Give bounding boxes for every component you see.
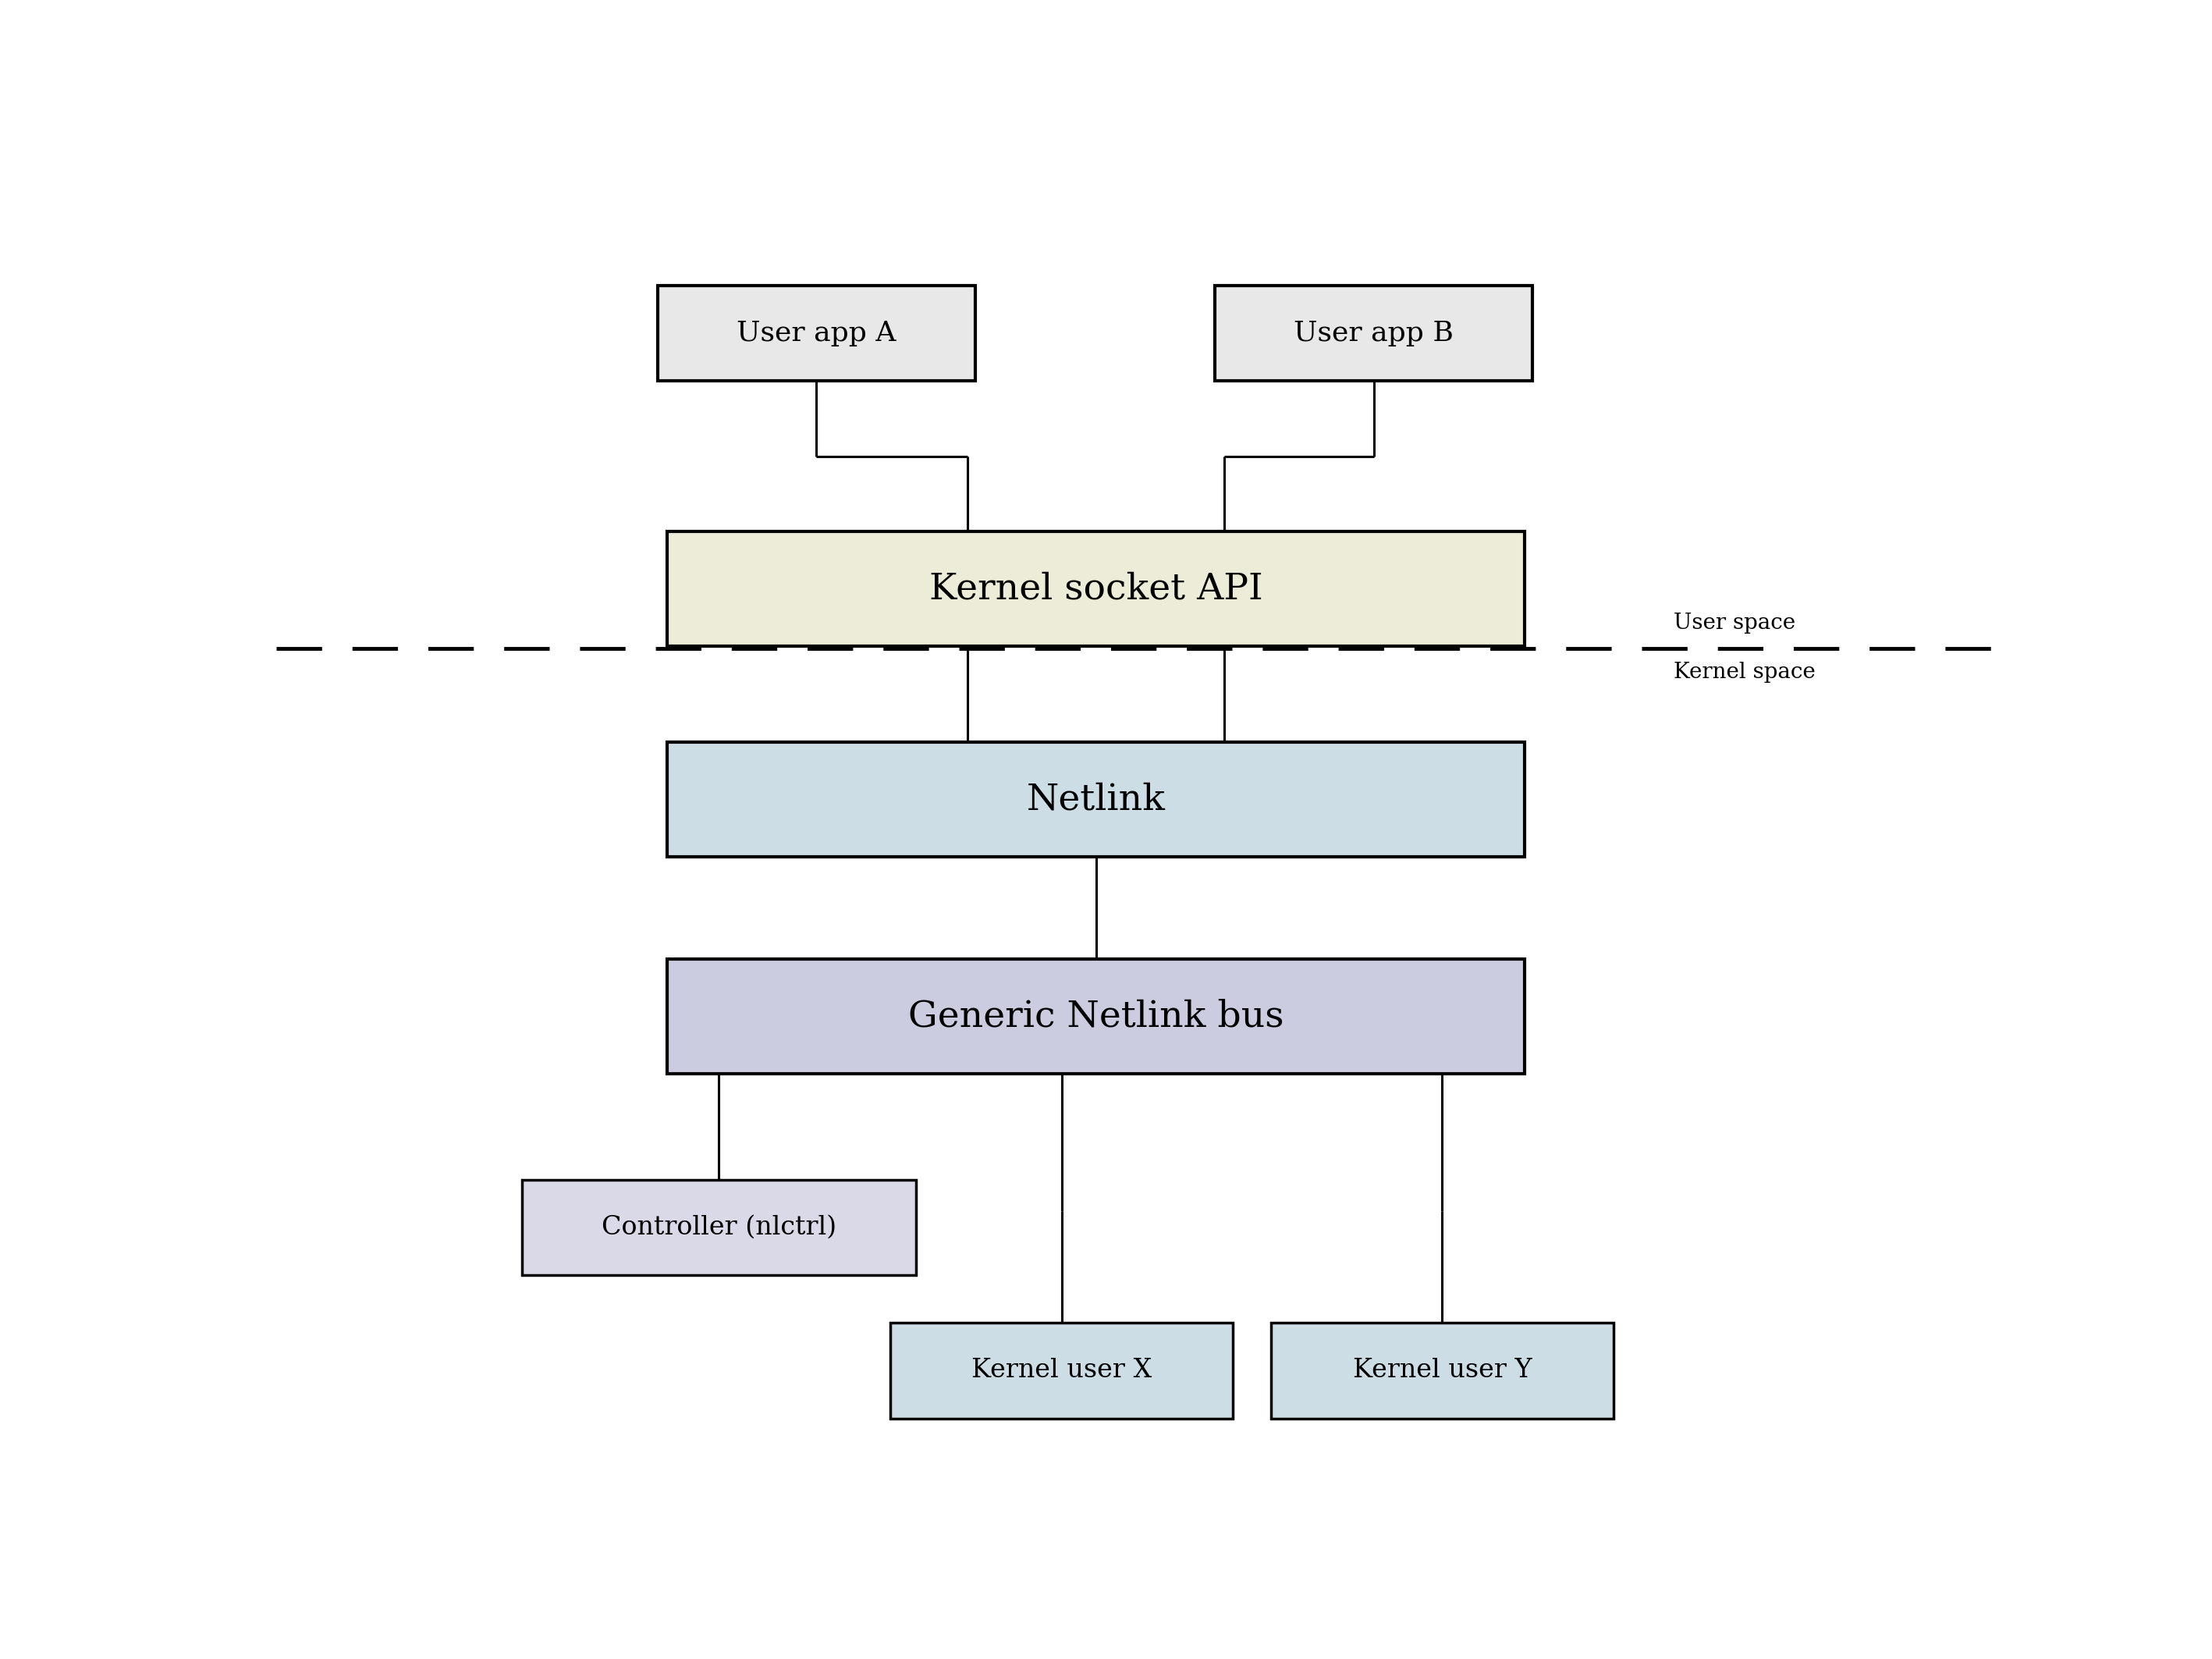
FancyBboxPatch shape bbox=[668, 531, 1524, 645]
Text: Controller (nlctrl): Controller (nlctrl) bbox=[602, 1214, 836, 1239]
FancyBboxPatch shape bbox=[668, 959, 1524, 1073]
Text: Generic Netlink bus: Generic Netlink bus bbox=[909, 999, 1283, 1034]
Text: User app A: User app A bbox=[737, 320, 896, 347]
Text: Kernel space: Kernel space bbox=[1674, 662, 1816, 682]
Text: Kernel socket API: Kernel socket API bbox=[929, 571, 1263, 606]
FancyBboxPatch shape bbox=[1214, 285, 1533, 382]
Text: Kernel user Y: Kernel user Y bbox=[1354, 1359, 1531, 1384]
Text: Kernel user X: Kernel user X bbox=[971, 1359, 1152, 1384]
Text: Netlink: Netlink bbox=[1026, 781, 1166, 818]
FancyBboxPatch shape bbox=[668, 742, 1524, 858]
FancyBboxPatch shape bbox=[889, 1322, 1232, 1418]
FancyBboxPatch shape bbox=[1272, 1322, 1615, 1418]
Text: User app B: User app B bbox=[1294, 320, 1453, 347]
Text: User space: User space bbox=[1674, 612, 1796, 634]
FancyBboxPatch shape bbox=[657, 285, 975, 382]
FancyBboxPatch shape bbox=[522, 1180, 916, 1276]
